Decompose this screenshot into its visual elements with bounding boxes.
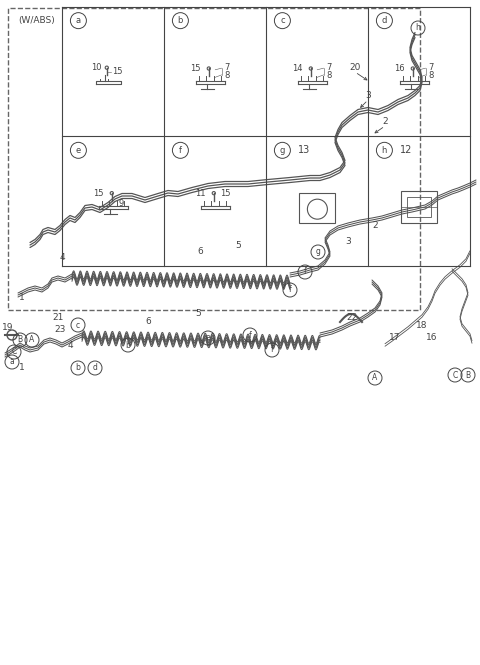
Text: 6: 6 bbox=[145, 317, 151, 327]
Text: h: h bbox=[416, 23, 420, 33]
Bar bbox=[300, 193, 336, 223]
Text: 2: 2 bbox=[372, 221, 378, 229]
Text: 10: 10 bbox=[91, 63, 101, 72]
Text: d: d bbox=[382, 16, 387, 25]
Text: f: f bbox=[179, 146, 182, 155]
Text: 15: 15 bbox=[93, 189, 104, 198]
Text: 5: 5 bbox=[195, 309, 201, 319]
Text: a: a bbox=[10, 358, 14, 366]
Text: g: g bbox=[315, 247, 321, 257]
Text: b: b bbox=[75, 364, 81, 372]
Text: (W/ABS): (W/ABS) bbox=[18, 16, 55, 25]
Text: 20: 20 bbox=[349, 63, 360, 72]
Text: 7: 7 bbox=[428, 63, 433, 72]
Text: A: A bbox=[29, 336, 35, 344]
Text: 3: 3 bbox=[365, 90, 371, 100]
Text: 19: 19 bbox=[2, 323, 14, 332]
Text: e: e bbox=[76, 146, 81, 155]
Text: 4: 4 bbox=[59, 253, 65, 261]
Text: 4: 4 bbox=[67, 340, 73, 350]
Text: 16: 16 bbox=[426, 334, 438, 342]
Bar bbox=[408, 197, 432, 217]
Text: e: e bbox=[206, 334, 210, 342]
Text: b: b bbox=[178, 16, 183, 25]
Text: 22: 22 bbox=[347, 313, 358, 323]
Text: 15: 15 bbox=[112, 67, 123, 76]
Text: 18: 18 bbox=[416, 321, 428, 329]
Text: 14: 14 bbox=[292, 64, 303, 73]
Text: 23: 23 bbox=[54, 325, 66, 334]
Text: f: f bbox=[288, 285, 291, 295]
Text: 1: 1 bbox=[19, 364, 25, 372]
Text: B: B bbox=[466, 370, 470, 380]
Text: f: f bbox=[271, 346, 274, 354]
Text: g: g bbox=[280, 146, 285, 155]
Text: c: c bbox=[280, 16, 285, 25]
Text: 8: 8 bbox=[326, 71, 331, 80]
Text: a: a bbox=[76, 16, 81, 25]
Text: 21: 21 bbox=[52, 313, 64, 323]
Text: 13: 13 bbox=[299, 146, 311, 156]
Bar bbox=[8, 8, 420, 310]
Text: 8: 8 bbox=[428, 71, 433, 80]
Text: 12: 12 bbox=[400, 146, 413, 156]
Text: 2: 2 bbox=[382, 118, 388, 126]
Text: 17: 17 bbox=[389, 334, 401, 342]
Text: 11: 11 bbox=[195, 189, 206, 198]
Text: d: d bbox=[93, 364, 97, 372]
Text: h: h bbox=[382, 146, 387, 155]
Text: 8: 8 bbox=[224, 71, 229, 80]
Text: B: B bbox=[17, 336, 23, 344]
Text: 9: 9 bbox=[118, 199, 123, 208]
Text: 7: 7 bbox=[326, 63, 331, 72]
Text: 7: 7 bbox=[224, 63, 229, 72]
Text: 5: 5 bbox=[235, 241, 241, 251]
Text: 6: 6 bbox=[197, 247, 203, 257]
Bar bbox=[401, 191, 437, 223]
Text: C: C bbox=[12, 348, 17, 356]
Text: A: A bbox=[372, 374, 378, 382]
Text: c: c bbox=[76, 321, 80, 329]
Text: 15: 15 bbox=[190, 64, 201, 73]
Text: 15: 15 bbox=[220, 189, 231, 198]
Text: C: C bbox=[452, 370, 457, 380]
Text: 16: 16 bbox=[394, 64, 405, 73]
Text: 3: 3 bbox=[345, 237, 351, 247]
Text: f: f bbox=[304, 267, 306, 277]
Text: 1: 1 bbox=[19, 293, 25, 303]
Text: b: b bbox=[126, 340, 131, 350]
Text: f: f bbox=[249, 331, 252, 340]
